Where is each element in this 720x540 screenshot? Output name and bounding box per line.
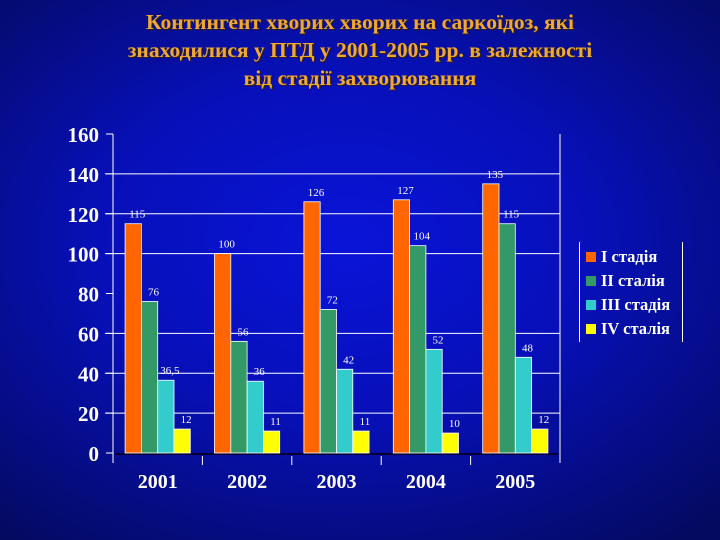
axes: 0 20 40 60 80 100 120 140 160 2001 2002 2003 2004 200…: [68, 123, 561, 493]
bar-I-стадія-2003: [303, 201, 321, 454]
title-line-3: від стадії захворювання: [243, 66, 477, 90]
y-tick-label: 100: [68, 243, 100, 267]
x-tick-label: 2005: [495, 471, 535, 493]
slide-title: Контингент хворих хворих на саркоїдоз, я…: [40, 8, 680, 92]
legend-label-stage-4: IV сталія: [601, 319, 670, 338]
data-label: 36,5: [160, 365, 180, 377]
data-label: 48: [522, 342, 534, 354]
legend-item-stage-1: I стадія: [586, 245, 682, 269]
data-label: 72: [327, 294, 338, 306]
legend-swatch-stage-3: [586, 300, 596, 310]
bar-I-стадія-2004: [392, 199, 410, 454]
data-label: 42: [343, 354, 354, 366]
data-label: 56: [237, 326, 249, 338]
legend-label-stage-1: I стадія: [601, 247, 658, 266]
bar-III-стадія-2005: [514, 356, 532, 454]
bar-IV-сталія-2003: [352, 430, 370, 454]
bar-series: [124, 183, 549, 454]
legend-item-stage-3: III стадія: [586, 293, 682, 317]
legend-item-stage-4: IV сталія: [586, 317, 682, 341]
data-label: 100: [218, 239, 235, 251]
y-tick-label: 140: [68, 163, 100, 187]
bar-II-сталія-2003: [319, 309, 337, 454]
bar-III-стадія-2001: [157, 379, 175, 454]
y-tick-label: 80: [78, 283, 99, 307]
x-tick-label: 2004: [406, 471, 446, 493]
data-label: 127: [397, 185, 414, 197]
bar-III-стадія-2003: [336, 368, 354, 454]
data-label: 115: [503, 209, 520, 221]
x-tick-label: 2001: [138, 471, 178, 493]
data-label: 11: [270, 416, 281, 428]
legend-swatch-stage-2: [586, 276, 596, 286]
y-tick-label: 20: [78, 402, 99, 426]
data-label: 52: [433, 334, 444, 346]
bar-III-стадія-2002: [246, 380, 264, 454]
legend-swatch-stage-1: [586, 252, 596, 262]
bar-IV-сталія-2004: [441, 432, 459, 454]
data-label: 36: [254, 366, 266, 378]
x-tick-label: 2002: [227, 471, 267, 493]
title-line-1: Контингент хворих хворих на саркоїдоз, я…: [145, 10, 575, 34]
bar-II-сталія-2002: [230, 340, 248, 454]
data-label: 104: [414, 231, 431, 243]
bar-I-стадія-2002: [214, 253, 232, 454]
legend-swatch-stage-4: [586, 324, 596, 334]
bar-IV-сталія-2005: [531, 428, 549, 454]
data-label: 10: [449, 418, 461, 430]
legend-label-stage-3: III стадія: [601, 295, 671, 314]
bar-I-стадія-2005: [482, 183, 500, 454]
y-tick-label: 40: [78, 362, 99, 386]
data-label: 76: [148, 286, 160, 298]
title-line-2: знаходилися у ПТД у 2001-2005 рр. в зале…: [127, 38, 593, 62]
y-tick-label: 0: [89, 442, 100, 466]
y-tick-label: 160: [68, 123, 100, 147]
chart-legend: I стадія II сталія III стадія IV сталія: [579, 242, 683, 342]
bar-IV-сталія-2001: [173, 428, 191, 454]
bar-II-сталія-2005: [498, 223, 516, 454]
bar-IV-сталія-2002: [262, 430, 281, 454]
data-label: 12: [181, 414, 192, 426]
data-labels: 115 76 36,5 12 100 56 36 11 126 72 42 11 127 104 52 10 1…: [129, 169, 549, 430]
data-label: 115: [129, 209, 146, 221]
data-label: 135: [487, 169, 504, 181]
bar-II-сталія-2001: [140, 301, 159, 454]
legend-item-stage-2: II сталія: [586, 269, 682, 293]
bar-III-стадія-2004: [425, 348, 443, 454]
y-tick-label: 60: [78, 322, 99, 346]
bar-II-сталія-2004: [409, 245, 427, 454]
x-tick-label: 2003: [317, 471, 357, 493]
y-tick-label: 120: [68, 203, 100, 227]
legend-label-stage-2: II сталія: [601, 271, 665, 290]
data-label: 12: [538, 414, 549, 426]
data-label: 11: [360, 416, 371, 428]
data-label: 126: [308, 187, 325, 199]
bar-I-стадія-2001: [124, 223, 142, 454]
